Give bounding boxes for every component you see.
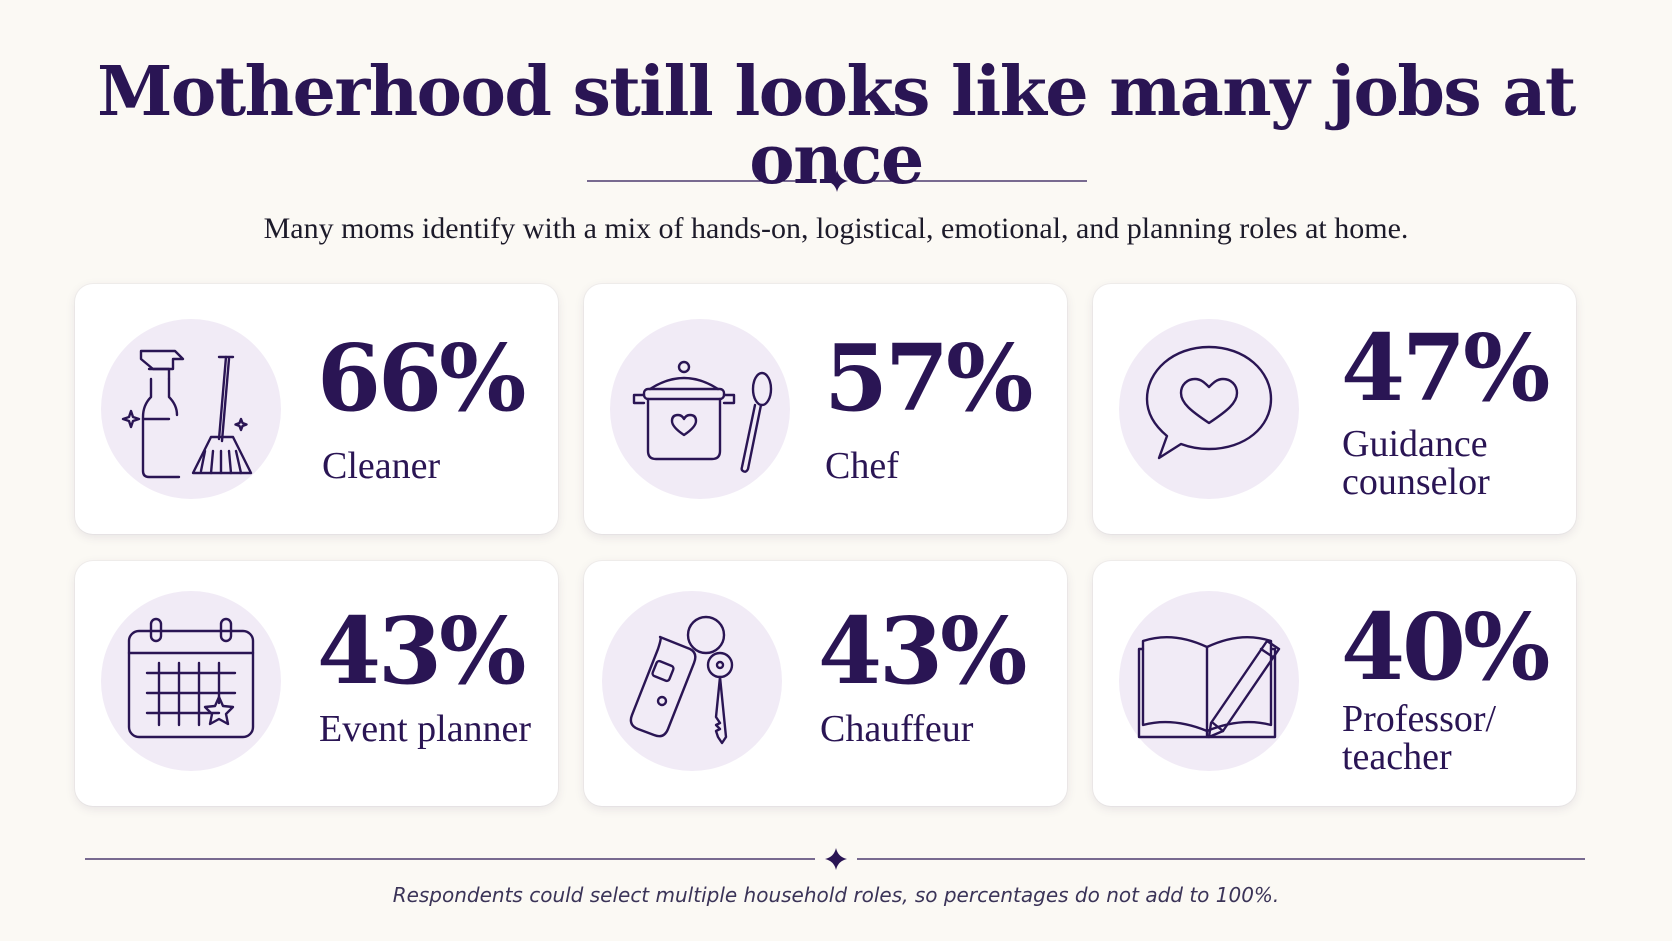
stat-role: Chauffeur xyxy=(820,708,974,750)
stat-role: Event planner xyxy=(319,708,532,750)
stat-role-line1: Professor/ xyxy=(1342,698,1497,740)
stat-percent: 43% xyxy=(818,597,1027,705)
subtitle: Many moms identify with a mix of hands-o… xyxy=(263,212,1409,245)
sparkle-icon xyxy=(826,170,848,192)
stat-card-guidance-counselor: 47% Guidance counselor xyxy=(1093,284,1576,534)
stat-percent: 43% xyxy=(317,597,526,705)
speech-bubble-heart-icon xyxy=(1119,319,1299,499)
stat-card-chauffeur: 43% Chauffeur xyxy=(584,561,1067,806)
stat-percent: 66% xyxy=(317,324,526,432)
spray-bottle-broom-icon xyxy=(101,319,281,499)
stat-percent: 57% xyxy=(824,324,1033,432)
cooking-pot-spoon-icon xyxy=(610,319,790,499)
stat-percent: 47% xyxy=(1341,314,1550,422)
footnote: Respondents could select multiple househ… xyxy=(392,883,1280,907)
stat-card-chef: 57% Chef xyxy=(584,284,1067,534)
stat-card-event-planner: 43% Event planner xyxy=(75,561,558,806)
page-title: Motherhood still looks like many jobs at… xyxy=(97,52,1576,200)
stat-card-cleaner: 66% Cleaner xyxy=(75,284,558,534)
stat-role: Cleaner xyxy=(322,445,441,487)
calendar-star-icon xyxy=(101,591,281,771)
sparkle-icon xyxy=(825,848,847,870)
stat-role-line1: Guidance xyxy=(1342,423,1488,465)
stat-role: Chef xyxy=(825,445,899,487)
car-key-fob-icon xyxy=(602,591,782,771)
book-pencil-icon xyxy=(1119,591,1299,771)
title-divider xyxy=(587,170,1087,192)
stat-role-line2: counselor xyxy=(1342,461,1490,503)
stat-card-professor-teacher: 40% Professor/ teacher xyxy=(1093,561,1576,806)
stat-role-line2: teacher xyxy=(1342,736,1452,778)
footer-divider xyxy=(85,848,1585,870)
stat-percent: 40% xyxy=(1341,593,1550,701)
